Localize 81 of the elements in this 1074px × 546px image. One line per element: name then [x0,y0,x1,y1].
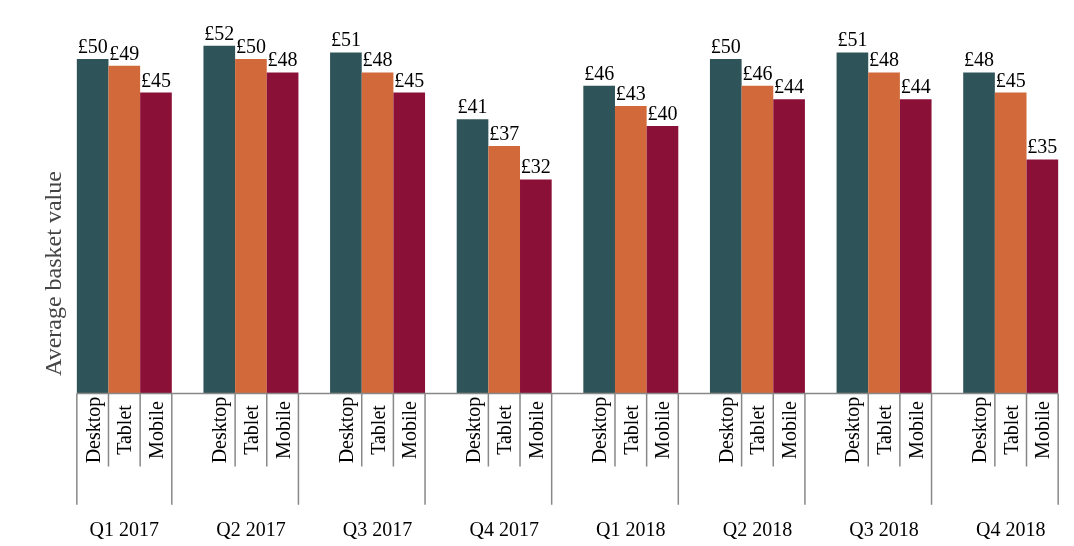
x-tick-label: Q4 2017 [469,518,539,541]
text: Desktop [461,396,484,464]
bar [836,52,869,394]
bar [709,59,742,394]
data-label: £51 [330,28,361,51]
text: Tablet [746,405,769,455]
data-label: £45 [394,68,425,91]
data-label: £48 [964,48,995,71]
data-label: £48 [362,48,393,71]
x-tick-label: Q1 2018 [596,518,666,541]
text: Mobile [778,401,801,459]
y-axis-title: Average basket value [39,171,66,376]
x-tick-label: Q2 2018 [722,518,793,541]
text: Mobile [398,401,421,459]
data-label: £46 [742,61,773,84]
text: Desktop [714,396,737,464]
text: Mobile [144,400,167,459]
text: Mobile [904,401,927,459]
text: Tablet [239,405,262,455]
data-label: £48 [869,48,900,71]
text: Mobile [651,401,674,459]
data-label: £41 [457,95,488,118]
bar [330,52,362,394]
data-label: £48 [267,48,298,71]
bar [361,72,394,394]
text: Desktop [968,396,991,464]
bar [773,99,805,394]
data-label: £32 [520,155,551,178]
text: Desktop [81,396,105,464]
text: Tablet [113,404,136,455]
bar [393,92,426,394]
text: Desktop [208,396,231,464]
bar [583,85,615,394]
data-label: £50 [710,35,741,58]
text: Mobile [524,401,547,459]
data-label: £35 [1027,135,1058,158]
bar [646,125,679,394]
text: Desktop [588,396,611,464]
bar [76,59,109,394]
text: Tablet [493,405,516,455]
data-label: £40 [647,101,678,124]
bar [235,59,267,394]
bar [266,72,299,394]
text: Tablet [999,405,1022,455]
data-label: £44 [774,75,805,98]
bar [741,85,774,394]
bar [614,105,647,394]
text: Mobile [271,401,294,459]
data-label: £50 [235,35,266,58]
bar [994,92,1027,394]
x-tick-label: Q3 2018 [849,518,919,541]
data-label: £43 [615,81,646,104]
x-tick-label: Q2 2017 [216,518,286,541]
bar [963,72,995,394]
bar [140,92,172,394]
text: Desktop [334,396,357,464]
data-label: £45 [140,68,171,91]
bar [203,45,236,394]
text: Tablet [619,405,642,455]
bar [899,99,932,394]
bar [488,146,521,394]
x-tick-label: Q3 2017 [342,518,413,541]
data-label: £52 [204,21,235,44]
bar [1026,159,1059,394]
data-label: £49 [109,41,140,64]
x-tick-label: Q4 2018 [975,518,1046,541]
text: Desktop [841,396,864,464]
data-label: £50 [77,35,108,58]
bar [108,65,141,394]
bar [456,119,489,394]
bar [868,72,900,394]
data-label: £37 [489,122,520,145]
bar [520,179,552,394]
x-tick-label: Q1 2017 [89,518,160,541]
data-label: £51 [837,28,868,51]
text: Tablet [873,405,896,455]
text: Mobile [1031,401,1054,459]
data-label: £44 [900,75,931,98]
data-label: £46 [584,61,615,84]
text: Tablet [366,405,389,455]
data-label: £45 [995,68,1026,91]
